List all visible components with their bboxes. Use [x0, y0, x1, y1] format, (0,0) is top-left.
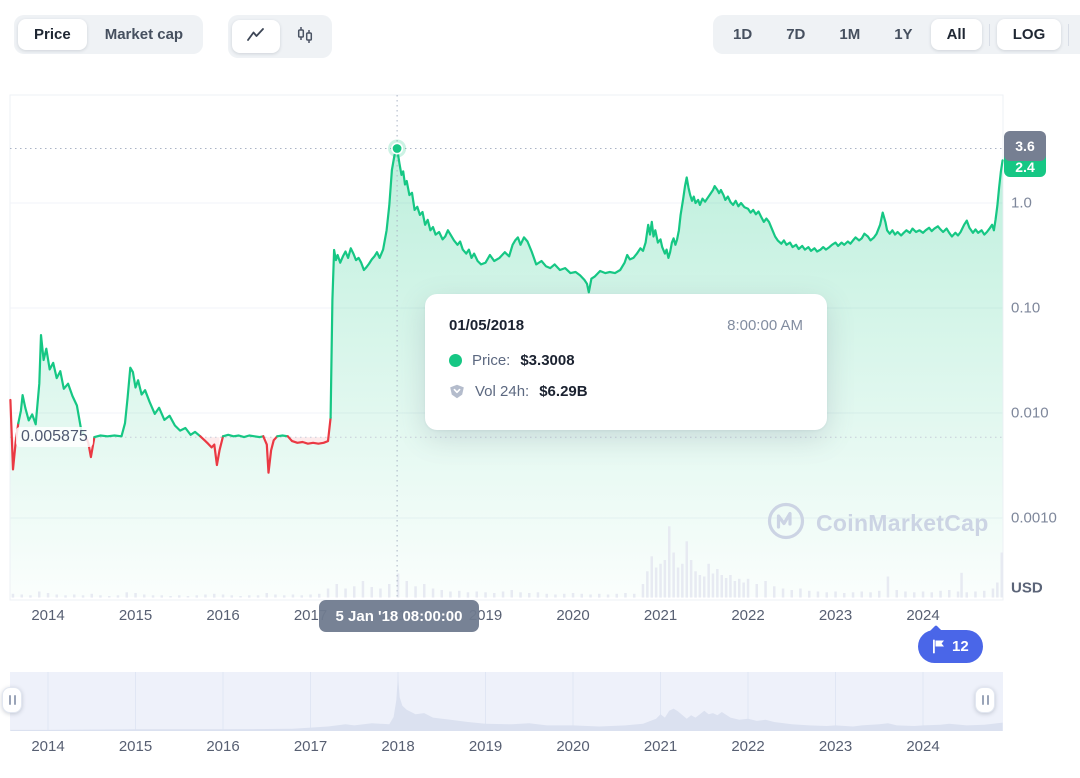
flag-count: 12 — [952, 638, 969, 655]
navigator-right-handle[interactable] — [975, 687, 995, 713]
watermark-label: CoinMarketCap — [816, 510, 989, 536]
range-all[interactable]: All — [930, 19, 982, 50]
x-axis-year-label: 2019 — [468, 738, 503, 755]
navigator-left-handle[interactable] — [2, 687, 22, 713]
flag-icon — [932, 639, 945, 654]
price-series-dot-icon — [449, 354, 462, 367]
baseline-price-label: 0.005875 — [16, 427, 93, 447]
tooltip-vol-label: Vol 24h: — [475, 383, 530, 400]
hover-price-badge: 3.6 — [1004, 131, 1046, 161]
x-axis-year-label: 2024 — [906, 738, 940, 755]
x-axis-year-label: 2016 — [206, 607, 240, 624]
metric-toggle: Price Market cap — [14, 15, 204, 54]
y-axis-tick-label: 0.010 — [1011, 404, 1049, 422]
x-axis-year-label: 2015 — [118, 607, 153, 624]
candlestick-chart-icon — [296, 26, 314, 47]
tooltip-date: 01/05/2018 — [449, 317, 525, 334]
range-toolbar: 1D 7D 1M 1Y All LOG ··· — [713, 15, 1080, 54]
x-axis-year-label: 2017 — [293, 607, 328, 624]
x-axis-year-label: 2022 — [731, 607, 765, 624]
grip-icon — [981, 695, 984, 705]
log-scale-button[interactable]: LOG — [996, 19, 1062, 50]
x-axis-year-label: 2018 — [381, 738, 415, 755]
x-axis-year-label: 2021 — [643, 607, 678, 624]
grip-icon — [13, 695, 16, 705]
tooltip-time: 8:00:00 AM — [727, 317, 803, 334]
x-axis-year-label: 2014 — [31, 607, 65, 624]
tab-price[interactable]: Price — [18, 19, 87, 50]
range-1m[interactable]: 1M — [839, 26, 861, 43]
grip-icon — [8, 695, 11, 705]
chart-tooltip: 01/05/2018 8:00:00 AM Price: $3.3008 Vol… — [425, 294, 827, 430]
x-axis-year-label: 2015 — [118, 738, 153, 755]
x-axis-year-label: 2023 — [818, 607, 853, 624]
x-axis-year-label: 2022 — [731, 738, 765, 755]
line-chart-button[interactable] — [232, 20, 280, 53]
range-7d[interactable]: 7D — [786, 26, 806, 43]
y-axis-currency-label: USD — [1011, 579, 1043, 597]
line-chart-icon — [246, 27, 266, 46]
candlestick-chart-button[interactable] — [282, 19, 328, 54]
toolbar-divider — [988, 23, 990, 46]
tooltip-vol-value: $6.29B — [539, 383, 588, 400]
tab-market-cap[interactable]: Market cap — [104, 26, 184, 43]
crosshair-date-badge: 5 Jan '18 08:00:00 — [319, 600, 479, 632]
x-axis-year-label: 2024 — [906, 607, 940, 624]
coinmarketcap-logo-icon — [766, 501, 806, 546]
range-1y[interactable]: 1Y — [894, 26, 913, 43]
y-axis-tick-label: 0.10 — [1011, 299, 1041, 317]
x-axis-year-label: 2017 — [293, 738, 328, 755]
grip-icon — [986, 695, 989, 705]
flag-annotation-badge[interactable]: 12 — [918, 630, 983, 663]
x-axis-year-label: 2023 — [818, 738, 853, 755]
x-axis-year-label: 2020 — [556, 738, 590, 755]
tooltip-price-value: $3.3008 — [520, 352, 575, 369]
coinmarketcap-watermark: CoinMarketCap — [766, 501, 989, 546]
x-axis-year-label: 2020 — [556, 607, 590, 624]
toolbar-divider — [1068, 23, 1070, 46]
chart-type-toggle — [228, 15, 332, 58]
volume-shield-icon — [449, 384, 465, 399]
x-axis-year-label: 2016 — [206, 738, 240, 755]
x-axis-year-label: 2021 — [643, 738, 678, 755]
x-axis-year-label: 2014 — [31, 738, 65, 755]
y-axis-tick-label: 1.0 — [1011, 194, 1032, 212]
y-axis-tick-label: 0.0010 — [1011, 509, 1057, 527]
range-1d[interactable]: 1D — [733, 26, 753, 43]
tooltip-price-label: Price: — [472, 352, 511, 369]
